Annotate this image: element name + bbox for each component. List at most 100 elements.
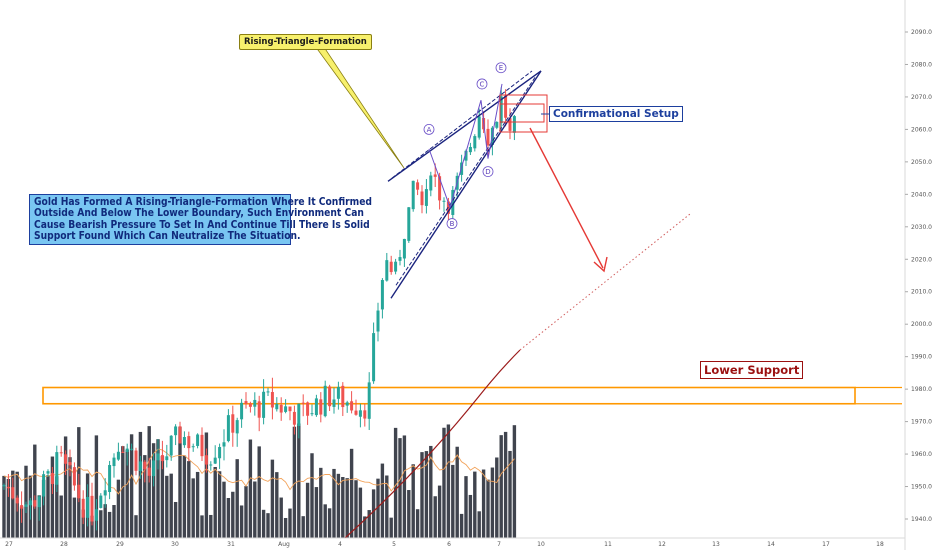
volume-bar bbox=[270, 459, 275, 538]
candle-body bbox=[508, 118, 512, 131]
time-tick-label: 28 bbox=[60, 541, 68, 548]
candle-body bbox=[372, 333, 376, 382]
confirmation-box-inner bbox=[499, 103, 545, 123]
volume-bar bbox=[490, 467, 495, 538]
volume-bar bbox=[275, 472, 279, 538]
time-axis: 27 28 29 30 31 Aug 4 5 6 7 10 11 12 13 14 17 18 bbox=[0, 537, 905, 548]
candle-body bbox=[231, 414, 235, 433]
candle-body bbox=[262, 391, 266, 418]
volume-bar bbox=[477, 511, 481, 538]
volume-bar bbox=[411, 464, 415, 538]
wave-label: C bbox=[480, 80, 485, 88]
candle-body bbox=[46, 471, 50, 474]
candle-body bbox=[121, 451, 125, 453]
candle-body bbox=[169, 435, 173, 456]
candle-body bbox=[464, 150, 468, 161]
wave-marker bbox=[423, 123, 435, 135]
candle-body bbox=[438, 176, 442, 201]
volume-bar bbox=[481, 469, 486, 538]
volume-bar bbox=[380, 463, 385, 538]
volume-bar bbox=[305, 482, 310, 538]
volume-bar bbox=[301, 516, 305, 538]
wave-label: A bbox=[427, 126, 432, 134]
time-tick-label: 31 bbox=[227, 541, 235, 548]
volume-bar bbox=[178, 426, 182, 538]
candle-body bbox=[213, 457, 217, 464]
candle-body bbox=[222, 442, 226, 447]
note-line: Support Found Which Can Neutralize The S… bbox=[34, 230, 301, 242]
formation-pointer bbox=[317, 46, 405, 169]
volume-bar bbox=[407, 490, 411, 538]
candle-body bbox=[442, 200, 446, 202]
wave-marker bbox=[476, 78, 488, 90]
support-zone bbox=[42, 386, 902, 405]
volume-bar bbox=[6, 478, 11, 538]
time-tick-label: 17 bbox=[822, 541, 830, 548]
volume-bar bbox=[217, 471, 222, 538]
candle-body bbox=[152, 460, 156, 477]
candle-body bbox=[468, 146, 472, 153]
price-tick-label: 2090.00 bbox=[911, 29, 932, 36]
candle-body bbox=[182, 437, 186, 446]
volume-bar bbox=[424, 451, 429, 538]
candle-body bbox=[143, 461, 147, 470]
volume-bar bbox=[90, 515, 94, 538]
candle-body bbox=[420, 191, 424, 206]
volume-bar bbox=[107, 511, 112, 538]
candle-body bbox=[196, 434, 200, 446]
volume-bar bbox=[345, 478, 349, 538]
volume-moving-average bbox=[3, 448, 515, 495]
volume-bar bbox=[182, 455, 187, 538]
price-tick-label: 1940.00 bbox=[911, 516, 932, 523]
trend-projection bbox=[519, 213, 691, 351]
candle-body bbox=[433, 174, 437, 177]
volume-bar bbox=[292, 426, 297, 538]
bearish-arrow-head bbox=[593, 256, 608, 273]
time-tick-label: Aug bbox=[278, 541, 290, 548]
volume-bar bbox=[239, 505, 244, 538]
volume-bar bbox=[257, 446, 261, 538]
volume-bar bbox=[151, 443, 156, 538]
volume-bar bbox=[332, 468, 336, 538]
volume-bar bbox=[112, 505, 116, 538]
volume-bar bbox=[191, 478, 195, 538]
volume-bar bbox=[319, 467, 323, 538]
candle-body bbox=[416, 182, 420, 190]
volume-bar bbox=[226, 498, 231, 538]
candle-body bbox=[358, 410, 362, 417]
volume-bar bbox=[266, 513, 270, 538]
volume-bar bbox=[437, 485, 442, 538]
candle-body bbox=[147, 467, 151, 476]
volume-bar bbox=[354, 480, 358, 538]
candle-body bbox=[160, 455, 164, 462]
volume-bar bbox=[94, 435, 99, 538]
candle-body bbox=[389, 261, 393, 273]
candle-body bbox=[28, 500, 32, 506]
candle-body bbox=[33, 500, 37, 507]
volume-bar bbox=[402, 435, 407, 538]
volume-bar bbox=[46, 475, 50, 538]
time-tick-label: 11 bbox=[604, 541, 612, 548]
volume-bar bbox=[129, 434, 134, 538]
volume-bar bbox=[231, 491, 235, 538]
time-tick-label: 6 bbox=[447, 541, 451, 548]
volume-bar bbox=[134, 515, 138, 538]
candle-body bbox=[11, 487, 15, 499]
wave-label: E bbox=[499, 64, 503, 72]
candle-body bbox=[354, 410, 358, 415]
volume-bar bbox=[59, 495, 63, 538]
volume-bar bbox=[187, 461, 191, 538]
price-tick-label: 2020.00 bbox=[911, 256, 932, 263]
volume-bar bbox=[143, 455, 147, 538]
volume-bar bbox=[433, 496, 437, 538]
candle-body bbox=[244, 401, 248, 404]
trend-curve bbox=[344, 349, 521, 539]
time-tick-label: 5 bbox=[392, 541, 396, 548]
volume-bar bbox=[72, 497, 77, 538]
volume-bar bbox=[253, 481, 257, 538]
candle-body bbox=[424, 189, 428, 206]
price-tick-label: 1990.00 bbox=[911, 354, 932, 361]
time-tick-label: 4 bbox=[338, 541, 342, 548]
volume-bar bbox=[261, 509, 266, 538]
